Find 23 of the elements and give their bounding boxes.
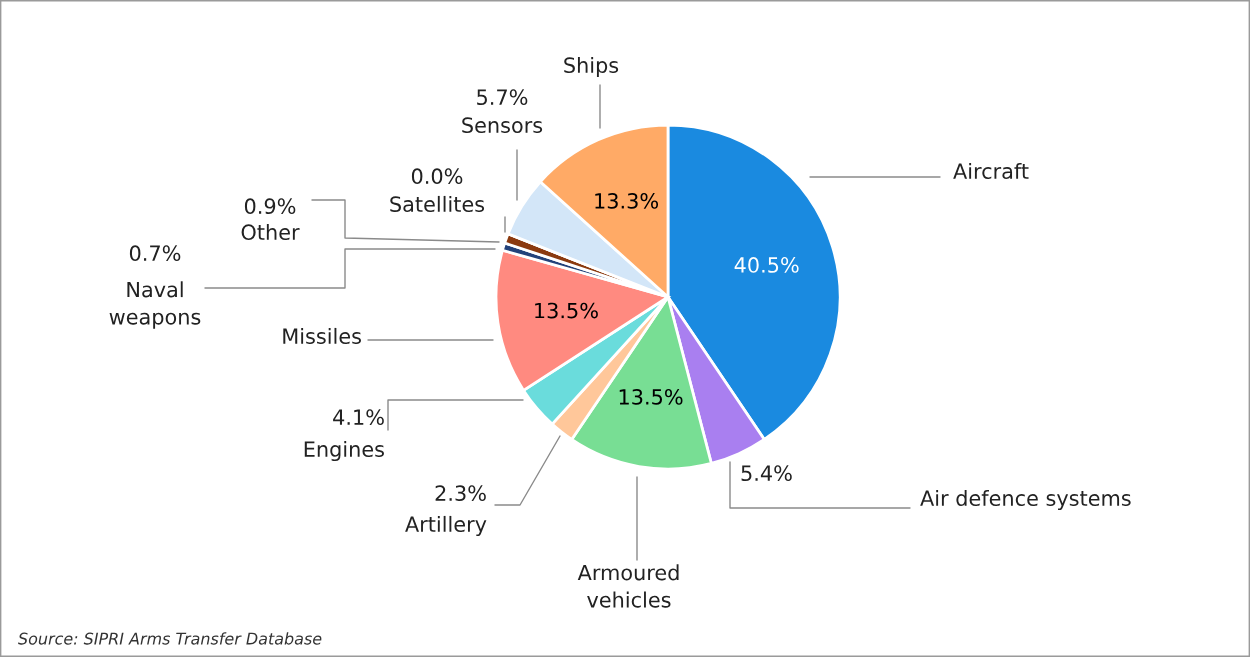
slice-label: Other bbox=[241, 223, 300, 241]
slice-label: Naval weapons bbox=[109, 281, 201, 329]
slice-label: Engines bbox=[304, 440, 384, 462]
data-label: 13.5% bbox=[619, 389, 683, 405]
slice-label: Ships bbox=[564, 56, 619, 78]
data-label: 4.1% bbox=[333, 409, 384, 426]
slice-label: Sensors bbox=[462, 117, 543, 134]
data-label: 0.7% bbox=[129, 245, 181, 262]
text: 0.0% bbox=[411, 168, 463, 185]
slice-label: Aircraft bbox=[953, 162, 1029, 180]
category-label: Satellites bbox=[390, 195, 485, 213]
data-label: 40.5% bbox=[734, 257, 799, 273]
slice-label: Air defence systems bbox=[920, 489, 1131, 511]
data-label: 5.7% bbox=[477, 89, 528, 106]
data-label: 0.9% bbox=[244, 198, 296, 215]
data-label: 2.3% bbox=[435, 485, 486, 502]
data-label: 13.5% bbox=[535, 302, 598, 319]
source-note: Source: SIPRI Arms Transfer Database bbox=[18, 632, 322, 645]
slice-label: Missiles bbox=[283, 327, 361, 345]
slice-label: Artillery bbox=[405, 515, 487, 537]
data-label: 5.4% bbox=[741, 465, 792, 482]
data-label: 13.3% bbox=[595, 192, 659, 209]
slice-label: Armoured vehicles bbox=[577, 564, 679, 608]
